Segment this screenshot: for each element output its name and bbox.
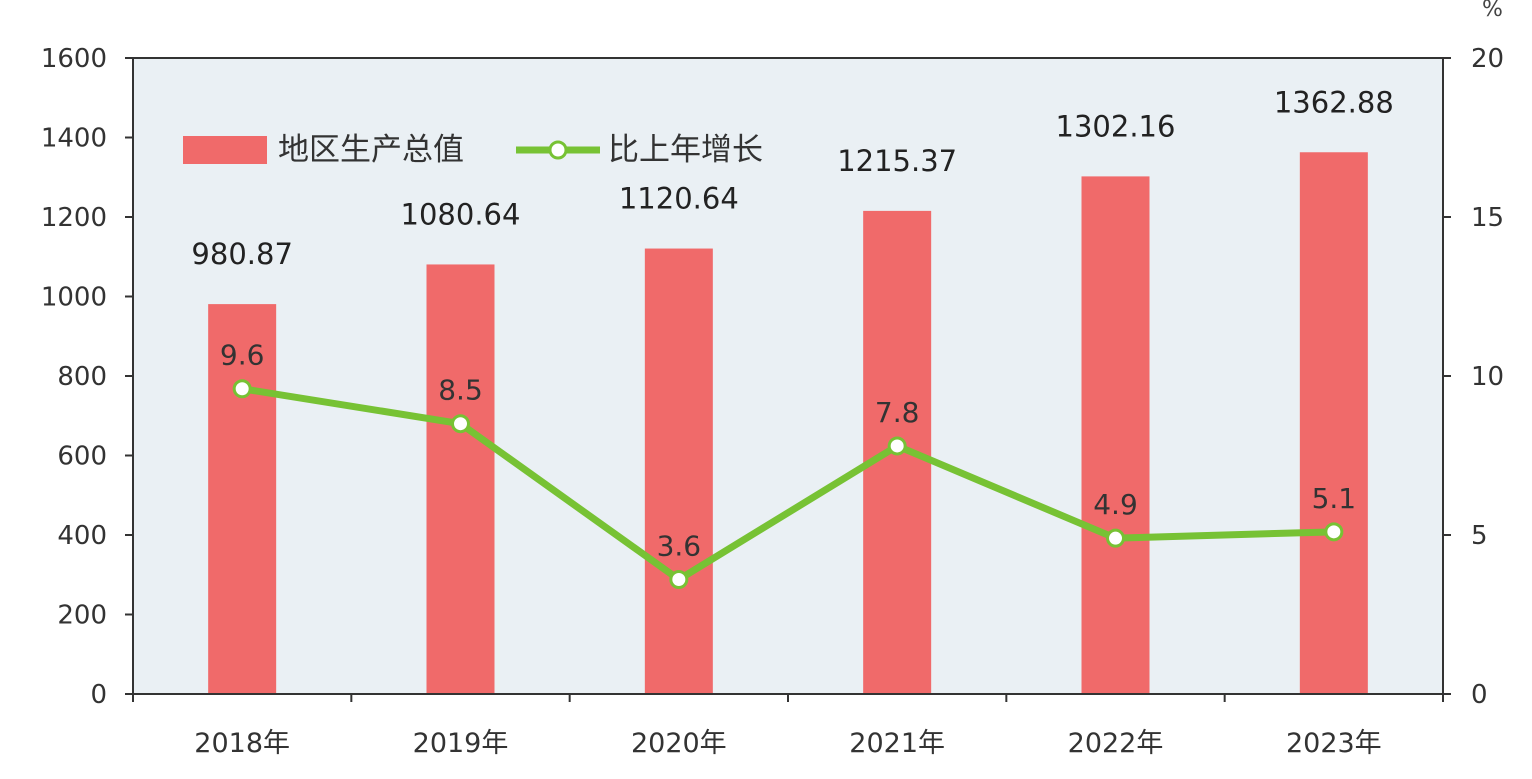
bar-4 [1081,176,1150,694]
line-point-0 [232,379,252,399]
x-tick-1: 2019年 [413,728,509,759]
line-label-1: 8.5 [438,374,483,407]
legend: 地区生产总值 比上年增长 [183,132,763,168]
line-point-4 [1106,528,1125,548]
line-point-5 [1324,522,1344,542]
line-point-2 [669,570,689,590]
line-label-4: 4.9 [1093,488,1138,521]
y-left-tick-5: 1000 [41,283,107,313]
y-left-tick-4: 800 [57,362,107,392]
bar-label-3: 1215.37 [837,144,957,178]
y-left-tick-2: 400 [57,521,107,551]
line-point-3 [887,436,907,456]
bar-label-4: 1302.16 [1056,109,1176,143]
bar-label-1: 1080.64 [401,197,521,231]
x-tick-4: 2022年 [1068,728,1164,759]
y-right-tick-2: 10 [1471,362,1504,392]
x-tick-5: 2023年 [1286,728,1382,759]
y-right-tick-3: 15 [1471,203,1504,233]
line-label-0: 9.6 [220,339,265,372]
y-left-tick-8: 1600 [41,44,107,74]
line-label-3: 7.8 [875,396,920,429]
line-point-1 [451,414,470,434]
line-label-5: 5.1 [1312,482,1357,515]
legend-label-line: 比上年增长 [608,132,763,168]
plot-area [133,58,1443,694]
y-left-tick-3: 600 [57,442,107,472]
x-tick-3: 2021年 [849,728,945,759]
y-left-tick-0: 0 [90,680,107,710]
y-left-tick-6: 1200 [41,203,107,233]
bar-0 [208,304,277,694]
y-right-tick-1: 5 [1471,521,1488,551]
bar-5 [1299,152,1368,695]
right-axis-unit: % [1482,0,1503,22]
bar-label-2: 1120.64 [619,182,739,216]
bar-label-0: 980.87 [191,237,292,271]
bar-2 [644,248,713,694]
x-tick-2: 2020年 [631,728,727,759]
legend-swatch-bar [183,136,267,164]
legend-label-bar: 地区生产总值 [278,132,464,168]
y-left-tick-7: 1400 [41,124,107,154]
legend-swatch-marker [548,140,568,160]
bar-label-5: 1362.88 [1274,85,1394,119]
x-tick-0: 2018年 [194,728,290,759]
bar-1 [426,264,495,694]
y-right-tick-0: 0 [1471,680,1488,710]
y-left-tick-1: 200 [57,601,107,631]
y-right-tick-4: 20 [1471,44,1504,74]
growth-line [241,385,1334,584]
line-label-2: 3.6 [657,530,702,563]
